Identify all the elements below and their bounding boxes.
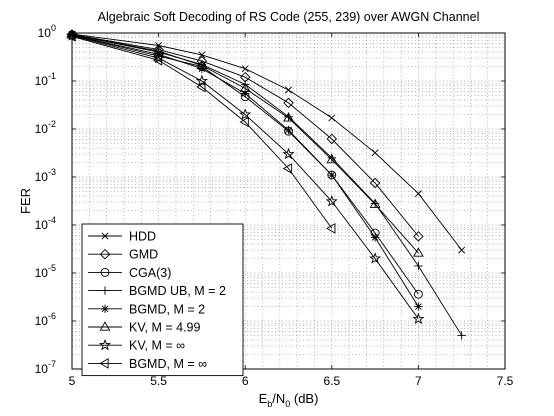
data-point xyxy=(283,112,294,122)
legend-entry: CGA(3) xyxy=(88,266,171,280)
data-point xyxy=(369,177,381,189)
legend-label: BGMD, M = 2 xyxy=(129,302,205,316)
data-point xyxy=(241,89,250,98)
legend-marker xyxy=(100,286,110,295)
data-point xyxy=(371,149,379,157)
y-axis-label: FER xyxy=(18,188,33,214)
data-point xyxy=(413,289,423,299)
legend-marker xyxy=(99,357,109,369)
data-point xyxy=(283,97,294,109)
data-point xyxy=(328,114,336,122)
data-point xyxy=(326,153,338,164)
data-point xyxy=(195,74,208,87)
legend-entry: GMD xyxy=(88,248,158,262)
x-tick-label: 7 xyxy=(415,374,422,388)
data-point xyxy=(152,54,163,66)
data-point xyxy=(326,133,338,145)
y-tick-label: 10-4 xyxy=(35,215,56,232)
chart-title: Algebraic Soft Decoding of RS Code (255,… xyxy=(98,10,480,24)
legend-marker xyxy=(99,248,111,260)
data-point xyxy=(412,247,424,257)
legend-label: BGMD, M = ∞ xyxy=(129,357,207,371)
data-point xyxy=(285,86,292,94)
extra-point xyxy=(418,265,466,340)
axis-ticks: 5 5.5 6 6.5 7 7.5 100 10-1 10-2 10-3 10-4 10-5 10-6 1… xyxy=(35,23,514,388)
data-point xyxy=(327,170,336,180)
plot-frame xyxy=(71,32,506,370)
y-tick-label: 10-7 xyxy=(35,359,56,376)
data-point xyxy=(412,312,425,325)
legend-label: KV, M = 4.99 xyxy=(129,321,201,335)
data-point xyxy=(239,108,252,120)
x-tick-label: 5.5 xyxy=(150,374,167,388)
legend-entry: BGMD UB, M = 2 xyxy=(88,284,226,298)
data-point xyxy=(67,30,77,40)
legend-marker xyxy=(100,267,110,277)
legend-label: HDD xyxy=(129,230,156,244)
data-point xyxy=(284,125,293,135)
series-line xyxy=(71,34,419,307)
x-tick-label: 7.5 xyxy=(497,374,514,388)
data-point xyxy=(457,331,466,340)
data-point xyxy=(66,30,76,42)
data-point xyxy=(239,116,249,128)
series-line xyxy=(71,34,419,254)
data-point xyxy=(458,246,466,254)
series-kv-m-inf xyxy=(65,29,425,325)
legend: HDD GMD CGA(3) BGMD UB, M = 2 BGMD, M = 2 KV,… xyxy=(81,223,244,377)
x-tick-label: 6 xyxy=(242,374,249,388)
data-point xyxy=(198,51,206,59)
data-point xyxy=(413,231,424,242)
data-point xyxy=(414,302,423,311)
data-point xyxy=(370,233,380,242)
y-tick-label: 10-2 xyxy=(35,119,56,136)
legend-marker xyxy=(99,321,111,331)
legend-marker xyxy=(101,232,109,240)
legend-entry: BGMD, M = ∞ xyxy=(88,357,207,371)
legend-entry: KV, M = 4.99 xyxy=(88,321,201,335)
x-tick-label: 6.5 xyxy=(323,374,340,388)
y-tick-label: 100 xyxy=(38,23,56,40)
data-point xyxy=(369,252,382,264)
legend-label: CGA(3) xyxy=(129,266,171,280)
data-point xyxy=(414,190,422,198)
series-line xyxy=(71,34,419,295)
series-line xyxy=(418,265,463,336)
y-tick-label: 10-5 xyxy=(35,263,56,280)
legend-marker xyxy=(100,304,110,313)
data-point xyxy=(326,222,336,234)
x-tick-label: 5 xyxy=(69,374,76,388)
legend-label: BGMD UB, M = 2 xyxy=(129,284,226,298)
series-bgmd-m-inf xyxy=(66,30,336,234)
data-point xyxy=(325,195,338,207)
series-line xyxy=(71,35,333,229)
data-point xyxy=(239,82,251,93)
series-line xyxy=(71,34,419,267)
y-tick-label: 10-1 xyxy=(35,71,56,88)
legend-entry: HDD xyxy=(88,230,156,244)
series-line xyxy=(71,34,419,237)
data-point xyxy=(282,163,293,174)
legend-label: GMD xyxy=(129,248,158,262)
data-point xyxy=(196,59,208,70)
series-lines xyxy=(65,29,466,340)
legend-marker xyxy=(98,338,112,351)
legend-entry: KV, M = ∞ xyxy=(88,339,185,353)
data-point xyxy=(369,198,381,208)
data-point xyxy=(65,29,79,41)
data-point xyxy=(282,147,295,160)
y-tick-label: 10-6 xyxy=(35,311,56,328)
x-axis-label: Eb/N0 (dB) xyxy=(259,391,319,409)
data-point xyxy=(241,65,249,73)
legend-box xyxy=(81,223,244,377)
data-point xyxy=(196,81,206,93)
legend-entry: BGMD, M = 2 xyxy=(88,302,205,316)
y-tick-label: 10-3 xyxy=(35,167,56,184)
series-line xyxy=(71,35,419,320)
legend-label: KV, M = ∞ xyxy=(129,339,185,353)
